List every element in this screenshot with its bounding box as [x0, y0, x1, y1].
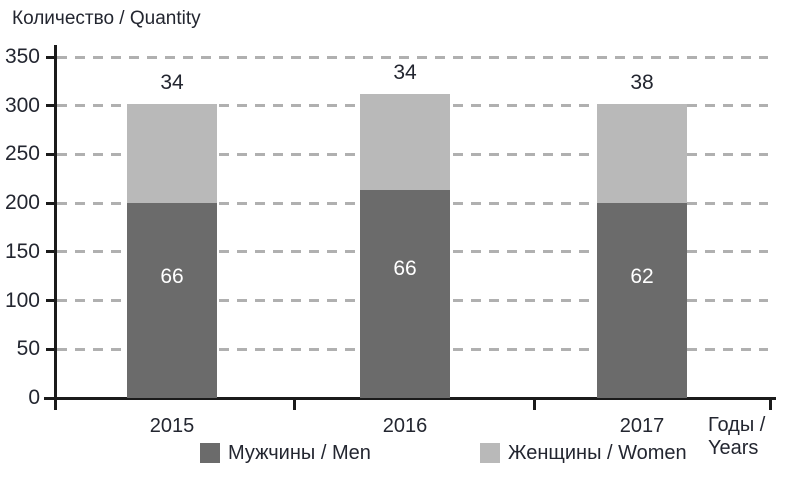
x-tick-0 — [293, 400, 296, 410]
bar-label-men-2016: 66 — [393, 257, 417, 281]
bar-2015-women — [127, 103, 217, 204]
y-tick-350 — [46, 55, 55, 59]
bar-2017-men — [597, 203, 687, 398]
gridline-350 — [57, 55, 768, 59]
bar-label-men-2015: 66 — [160, 265, 184, 289]
legend-swatch-women — [480, 443, 500, 463]
bar-2016-men — [360, 190, 450, 398]
y-tick-200 — [46, 201, 55, 205]
y-tick-label-250: 250 — [4, 142, 40, 166]
y-tick-300 — [46, 104, 55, 108]
bar-2015-men — [127, 203, 217, 398]
bar-label-women-2017: 38 — [630, 70, 654, 94]
bar-label-women-2016: 34 — [393, 61, 417, 85]
bar-label-women-2015: 34 — [160, 70, 184, 94]
y-tick-250 — [46, 152, 55, 156]
x-tick-2 — [769, 400, 772, 410]
y-tick-label-100: 100 — [4, 288, 40, 312]
legend-label-men: Мужчины / Men — [228, 442, 371, 464]
chart-title: Количество / Quantity — [12, 8, 201, 29]
y-tick-50 — [46, 347, 55, 351]
legend-label-women: Женщины / Women — [508, 442, 687, 464]
legend-swatch-men — [200, 443, 220, 463]
y-tick-100 — [46, 299, 55, 303]
legend: Мужчины / Men Женщины / Women — [0, 441, 787, 465]
x-axis-line — [44, 397, 776, 400]
x-axis-title-line2: Years — [708, 437, 759, 459]
y-tick-label-50: 50 — [16, 337, 40, 361]
x-axis-title: Годы / Years — [708, 414, 765, 460]
x-category-label-2017: 2017 — [619, 415, 665, 437]
bar-label-men-2017: 62 — [630, 265, 654, 289]
x-category-label-2015: 2015 — [149, 415, 195, 437]
y-axis-line — [54, 45, 57, 410]
y-tick-label-150: 150 — [4, 239, 40, 263]
y-tick-label-200: 200 — [4, 191, 40, 215]
bar-2016-women — [360, 94, 450, 191]
bar-2017-women — [597, 103, 687, 204]
x-tick-1 — [533, 400, 536, 410]
x-axis-title-line1: Годы / — [708, 414, 766, 436]
y-tick-label-300: 300 — [4, 93, 40, 117]
y-tick-150 — [46, 250, 55, 254]
y-tick-label-350: 350 — [4, 45, 40, 68]
y-tick-label-0: 0 — [28, 386, 40, 409]
x-category-label-2016: 2016 — [382, 415, 428, 437]
